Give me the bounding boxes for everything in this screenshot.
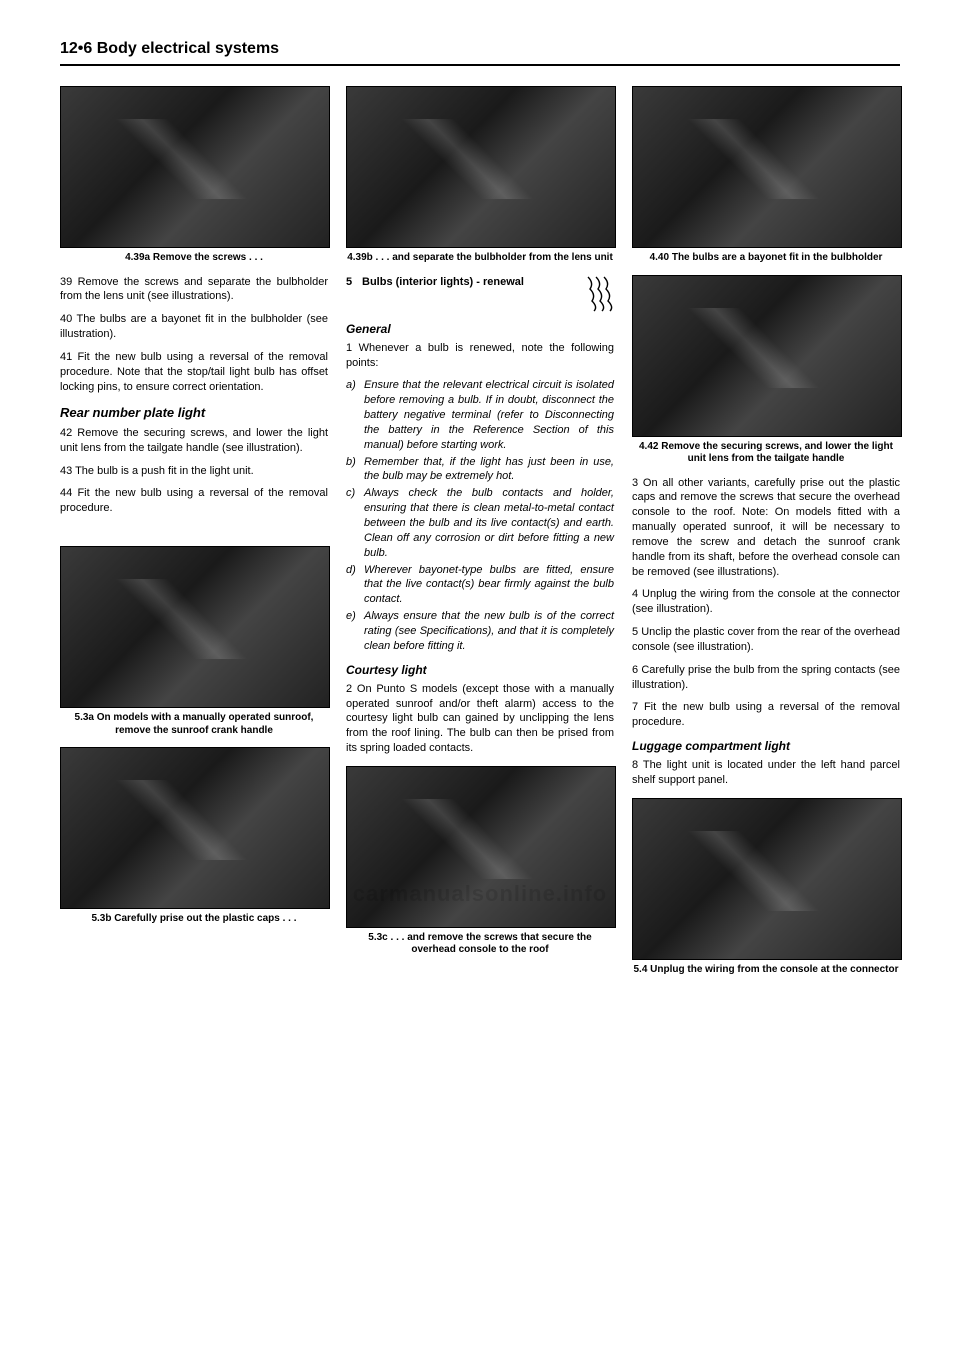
figure-4-39a: 4.39a Remove the screws . . . bbox=[60, 86, 328, 265]
heading-courtesy: Courtesy light bbox=[346, 662, 614, 678]
list-item: c) Always check the bulb contacts and ho… bbox=[346, 486, 614, 560]
figure-4-39b: 4.39b . . . and separate the bulbholder … bbox=[346, 86, 614, 265]
paragraph: 5 Unclip the plastic cover from the rear… bbox=[632, 625, 900, 655]
paragraph: 3 On all other variants, carefully prise… bbox=[632, 476, 900, 580]
figure-caption: 4.39a Remove the screws . . . bbox=[60, 252, 328, 265]
figure-caption: 5.4 Unplug the wiring from the console a… bbox=[632, 964, 900, 977]
paragraph: 39 Remove the screws and separate the bu… bbox=[60, 275, 328, 305]
list-item: d) Wherever bayonet-type bulbs are fitte… bbox=[346, 563, 614, 608]
list-item: b) Remember that, if the light has just … bbox=[346, 455, 614, 485]
list-label: a) bbox=[346, 378, 364, 452]
figure-5-3b: 5.3b Carefully prise out the plastic cap… bbox=[60, 747, 328, 926]
figure-caption: 5.3b Carefully prise out the plastic cap… bbox=[60, 913, 328, 926]
figure-5-4: 5.4 Unplug the wiring from the console a… bbox=[632, 798, 900, 977]
list-item: e) Always ensure that the new bulb is of… bbox=[346, 609, 614, 654]
figure-4-40: 4.40 The bulbs are a bayonet fit in the … bbox=[632, 86, 900, 265]
paragraph: 8 The light unit is located under the le… bbox=[632, 758, 900, 788]
column-1: 4.39a Remove the screws . . . 39 Remove … bbox=[60, 86, 328, 987]
section-step-5: 5 Bulbs (interior lights) - renewal bbox=[346, 275, 614, 313]
figure-caption: 5.3a On models with a manually operated … bbox=[60, 712, 328, 737]
paragraph: 40 The bulbs are a bayonet fit in the bu… bbox=[60, 312, 328, 342]
figure-caption: 5.3c . . . and remove the screws that se… bbox=[346, 932, 614, 957]
list-text: Always ensure that the new bulb is of th… bbox=[364, 609, 614, 654]
heading-luggage: Luggage compartment light bbox=[632, 738, 900, 754]
paragraph: 7 Fit the new bulb using a reversal of t… bbox=[632, 700, 900, 730]
list-text: Ensure that the relevant electrical circ… bbox=[364, 378, 614, 452]
list-label: d) bbox=[346, 563, 364, 608]
figure-image bbox=[632, 798, 902, 960]
paragraph: 43 The bulb is a push fit in the light u… bbox=[60, 464, 328, 479]
column-3: 4.40 The bulbs are a bayonet fit in the … bbox=[632, 86, 900, 987]
page-header: 12•6 Body electrical systems bbox=[60, 40, 900, 58]
figure-image bbox=[346, 86, 616, 248]
list-text: Always check the bulb contacts and holde… bbox=[364, 486, 614, 560]
paragraph: 1 Whenever a bulb is renewed, note the f… bbox=[346, 341, 614, 371]
figure-caption: 4.42 Remove the securing screws, and low… bbox=[632, 441, 900, 466]
figure-image bbox=[632, 86, 902, 248]
columns: 4.39a Remove the screws . . . 39 Remove … bbox=[60, 86, 900, 987]
column-2: 4.39b . . . and separate the bulbholder … bbox=[346, 86, 614, 987]
paragraph: 42 Remove the securing screws, and lower… bbox=[60, 426, 328, 456]
paragraph: 44 Fit the new bulb using a reversal of … bbox=[60, 486, 328, 516]
step-title: Bulbs (interior lights) - renewal bbox=[362, 275, 586, 290]
figure-image bbox=[632, 275, 902, 437]
list-text: Wherever bayonet-type bulbs are fitted, … bbox=[364, 563, 614, 608]
figure-5-3c: 5.3c . . . and remove the screws that se… bbox=[346, 766, 614, 957]
list-text: Remember that, if the light has just bee… bbox=[364, 455, 614, 485]
paragraph: 6 Carefully prise the bulb from the spri… bbox=[632, 663, 900, 693]
paragraph: 2 On Punto S models (except those with a… bbox=[346, 682, 614, 756]
difficulty-icon bbox=[586, 275, 614, 313]
page: 12•6 Body electrical systems 4.39a Remov… bbox=[0, 0, 960, 1047]
list-item: a) Ensure that the relevant electrical c… bbox=[346, 378, 614, 452]
paragraph: 4 Unplug the wiring from the console at … bbox=[632, 587, 900, 617]
figure-image bbox=[60, 546, 330, 708]
list-label: e) bbox=[346, 609, 364, 654]
step-number: 5 bbox=[346, 275, 362, 290]
list-label: b) bbox=[346, 455, 364, 485]
header-rule bbox=[60, 64, 900, 66]
figure-image bbox=[346, 766, 616, 928]
heading-general: General bbox=[346, 321, 614, 337]
heading-rear-number-plate: Rear number plate light bbox=[60, 404, 328, 422]
figure-image bbox=[60, 86, 330, 248]
figure-4-42: 4.42 Remove the securing screws, and low… bbox=[632, 275, 900, 466]
figure-5-3a: 5.3a On models with a manually operated … bbox=[60, 546, 328, 737]
paragraph: 41 Fit the new bulb using a reversal of … bbox=[60, 350, 328, 395]
list-label: c) bbox=[346, 486, 364, 560]
figure-image bbox=[60, 747, 330, 909]
figure-caption: 4.39b . . . and separate the bulbholder … bbox=[346, 252, 614, 265]
figure-caption: 4.40 The bulbs are a bayonet fit in the … bbox=[632, 252, 900, 265]
